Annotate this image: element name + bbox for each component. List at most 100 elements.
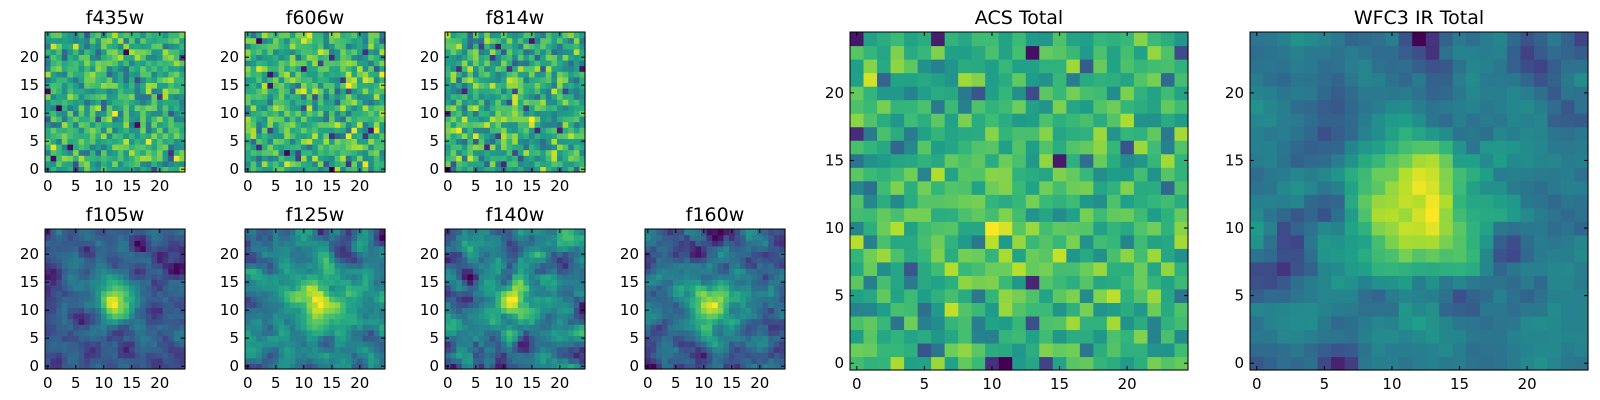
heatmap-cell (729, 285, 736, 292)
heatmap-cell (306, 245, 313, 252)
heatmap-cell (1147, 207, 1162, 222)
heatmap-cells (645, 229, 786, 370)
heatmap-cell (534, 37, 541, 44)
heatmap-cell (67, 93, 74, 100)
heatmap-cell (373, 329, 380, 336)
heatmap-cell (712, 240, 719, 247)
heatmap-cell (134, 149, 141, 156)
heatmap-cell (650, 329, 657, 336)
heatmap-cell (456, 71, 463, 78)
heatmap-cell (573, 160, 580, 167)
heatmap-cell (762, 341, 769, 348)
heatmap-cell (267, 104, 274, 111)
heatmap-cell (129, 144, 136, 151)
heatmap-cell (145, 296, 152, 303)
heatmap-cell (445, 88, 452, 95)
heatmap-cell (56, 65, 63, 72)
heatmap-cell (373, 32, 380, 39)
heatmap-cell (250, 329, 257, 336)
heatmap-cell (762, 324, 769, 331)
heatmap-cell (931, 207, 946, 222)
heatmap-cell (545, 43, 552, 50)
heatmap-cell (340, 234, 347, 241)
heatmap-cell (534, 60, 541, 67)
heatmap-cell (656, 240, 663, 247)
heatmap-cell (140, 76, 147, 83)
heatmap-cell (512, 279, 519, 286)
heatmap-cell (250, 166, 257, 173)
heatmap-cell (84, 88, 91, 95)
heatmap-cell (101, 290, 108, 297)
heatmap-cell (495, 88, 502, 95)
heatmap-cell (551, 245, 558, 252)
heatmap-cell (329, 318, 336, 325)
heatmap-cell (273, 245, 280, 252)
heatmap-cell (123, 144, 130, 151)
heatmap-cell (117, 262, 124, 269)
heatmap-cell (863, 275, 878, 290)
heatmap-cell (95, 116, 102, 123)
heatmap-cell (456, 104, 463, 111)
heatmap-cell (95, 160, 102, 167)
heatmap-cell (551, 318, 558, 325)
heatmap-cell (461, 234, 468, 241)
heatmap-cell (579, 104, 586, 111)
heatmap-cell (473, 313, 480, 320)
heatmap-cell (379, 160, 386, 167)
heatmap-cell (445, 268, 452, 275)
heatmap-cell (312, 335, 319, 342)
heatmap-cell (456, 346, 463, 353)
heatmap-cell (295, 160, 302, 167)
heatmap-cell (517, 329, 524, 336)
heatmap-cell (551, 251, 558, 258)
heatmap-cell (289, 313, 296, 320)
heatmap-cell (73, 60, 80, 67)
heatmap-cell (67, 285, 74, 292)
heatmap-cell (517, 257, 524, 264)
heatmap-cell (151, 324, 158, 331)
heatmap-cell (461, 229, 468, 236)
heatmap-cell (151, 307, 158, 314)
heatmap-cell (645, 329, 652, 336)
heatmap-cell (157, 99, 164, 106)
heatmap-cell (261, 273, 268, 280)
heatmap-cell (89, 240, 96, 247)
heatmap-cell (289, 318, 296, 325)
panel-title: f105w (86, 204, 145, 226)
heatmap-cell (256, 251, 263, 258)
heatmap-cell (140, 357, 147, 364)
heatmap-cell (73, 296, 80, 303)
heatmap-cell (56, 132, 63, 139)
heatmap-cell (568, 99, 575, 106)
heatmap-cell (261, 341, 268, 348)
heatmap-cell (931, 167, 946, 182)
heatmap-cell (284, 307, 291, 314)
heatmap-cell (134, 99, 141, 106)
heatmap-cell (534, 313, 541, 320)
heatmap-cell (340, 285, 347, 292)
heatmap-cell (301, 234, 308, 241)
heatmap-cell (678, 268, 685, 275)
heatmap-cell (306, 155, 313, 162)
heatmap-cell (684, 234, 691, 241)
heatmap-cell (145, 245, 152, 252)
heatmap-cell (523, 71, 530, 78)
heatmap-cell (650, 352, 657, 359)
heatmap-cell (998, 248, 1013, 263)
heatmap-cell (456, 54, 463, 61)
heatmap-cell (568, 341, 575, 348)
heatmap-cell (179, 229, 186, 236)
heatmap-cell (473, 99, 480, 106)
heatmap-cell (312, 296, 319, 303)
heatmap-cell (467, 121, 474, 128)
heatmap-cell (517, 71, 524, 78)
heatmap-cell (56, 240, 63, 247)
heatmap-cell (661, 245, 668, 252)
heatmap-cell (495, 307, 502, 314)
heatmap-cell (295, 155, 302, 162)
heatmap-cell (762, 245, 769, 252)
heatmap-cell (295, 76, 302, 83)
heatmap-cell (256, 76, 263, 83)
heatmap-cell (998, 261, 1013, 276)
heatmap-cell (478, 127, 485, 134)
